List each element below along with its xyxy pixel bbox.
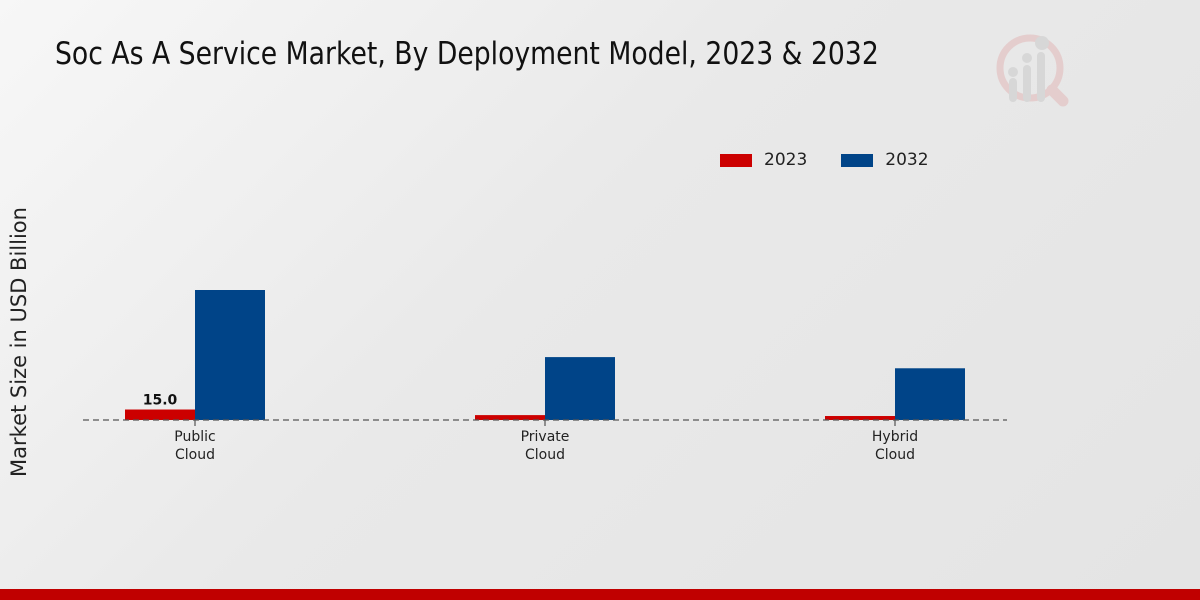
- legend-item-2023: 2023: [720, 150, 807, 170]
- legend-label-2023: 2023: [764, 150, 808, 170]
- bar-2023-2: [825, 416, 895, 420]
- chart-title: Soc As A Service Market, By Deployment M…: [55, 36, 879, 72]
- data-label-0: 15.0: [143, 393, 178, 409]
- bar-2032-0: [195, 290, 265, 420]
- legend-swatch-2023: [720, 153, 752, 167]
- x-tick-label-0: Public Cloud: [174, 429, 215, 463]
- bar-2023-1: [475, 415, 545, 420]
- x-tick-label-2: Hybrid Cloud: [872, 429, 918, 463]
- bar-2032-2: [895, 368, 965, 420]
- legend-item-2032: 2032: [841, 150, 929, 170]
- x-tick-label-1: Private Cloud: [521, 429, 570, 463]
- legend: 2023 2032: [720, 150, 929, 170]
- legend-label-2032: 2032: [885, 150, 929, 170]
- footer-accent-bar: [0, 589, 1200, 600]
- bar-2032-1: [545, 357, 615, 420]
- legend-swatch-2032: [841, 153, 874, 167]
- bar-2023-0: [125, 409, 195, 420]
- logo-watermark: [996, 34, 1069, 107]
